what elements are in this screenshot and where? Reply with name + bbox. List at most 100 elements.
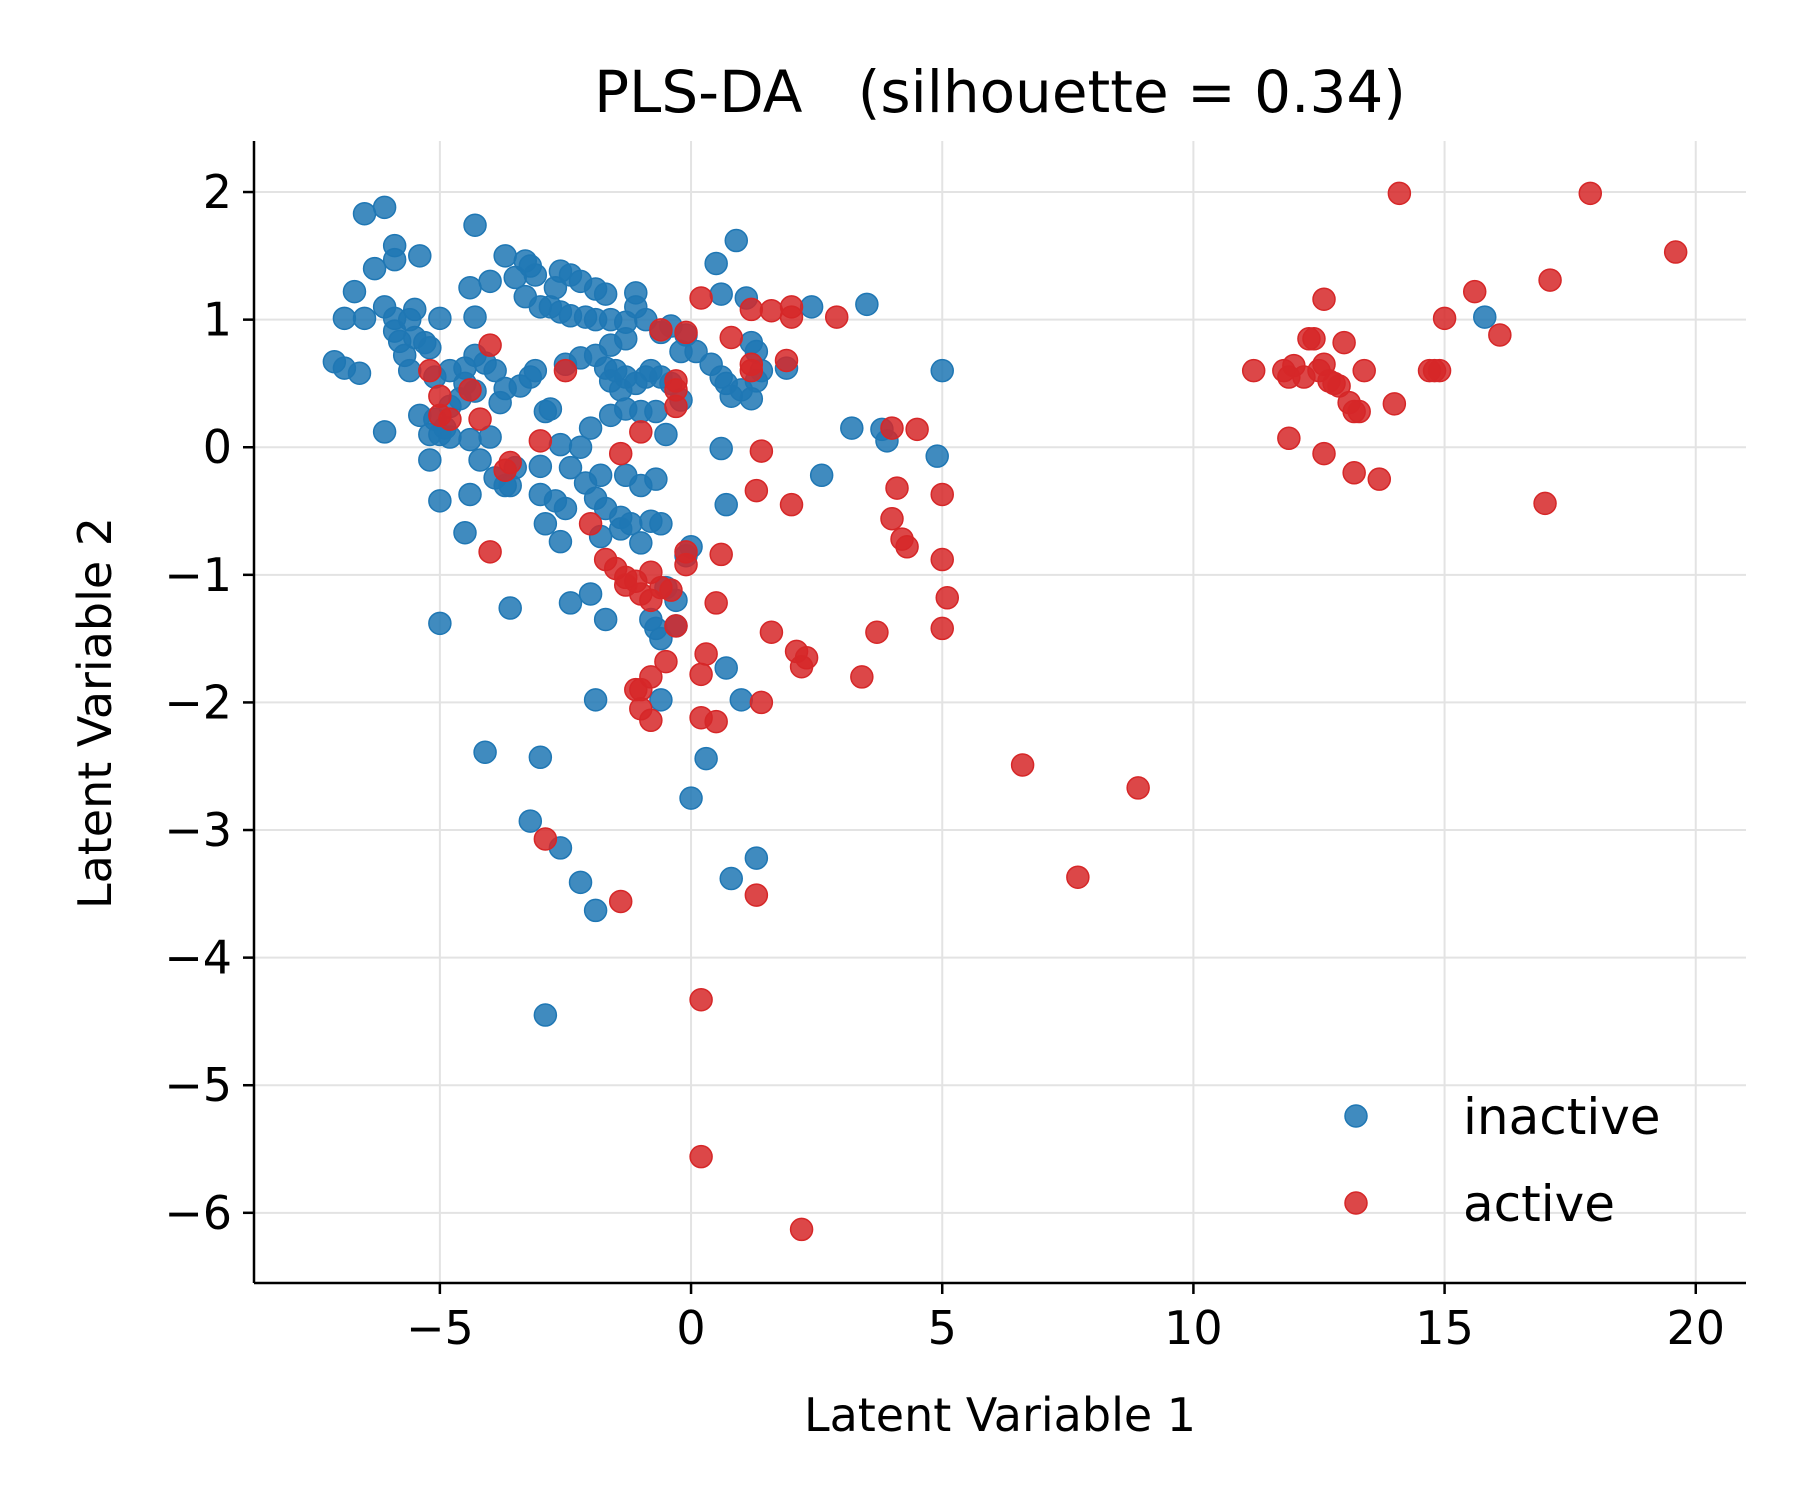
point-active	[774, 348, 799, 373]
x-tick-label: 20	[1666, 1301, 1725, 1355]
point-inactive	[724, 228, 749, 253]
point-active	[528, 429, 553, 453]
point-inactive	[478, 269, 502, 294]
point-inactive	[593, 282, 618, 306]
point-inactive	[729, 688, 754, 712]
point-inactive	[654, 422, 678, 447]
point-inactive	[533, 512, 558, 536]
point-active	[624, 677, 648, 702]
point-inactive	[799, 295, 824, 319]
legend-label-inactive: inactive	[1463, 1088, 1661, 1146]
point-active	[1010, 753, 1035, 777]
point-inactive	[453, 520, 477, 545]
point-active	[880, 506, 904, 531]
point-active	[689, 286, 713, 310]
point-active	[478, 540, 502, 564]
point-active	[1312, 441, 1336, 466]
point-active	[1578, 181, 1603, 206]
point-inactive	[1473, 305, 1497, 329]
legend-marker-inactive	[1344, 1104, 1368, 1128]
point-active	[468, 407, 492, 431]
point-inactive	[428, 611, 452, 636]
point-active	[759, 298, 784, 323]
x-tick-label: 0	[676, 1301, 705, 1355]
point-active	[930, 547, 954, 572]
point-inactive	[598, 403, 623, 428]
point-active	[935, 586, 960, 610]
point-inactive	[428, 306, 452, 331]
point-inactive	[533, 1003, 558, 1027]
point-active	[1427, 358, 1452, 383]
point-active	[689, 662, 713, 687]
point-active	[749, 439, 774, 463]
point-inactive	[855, 292, 879, 317]
point-inactive	[397, 358, 422, 383]
point-inactive	[629, 531, 653, 555]
point-active	[930, 616, 954, 641]
point-inactive	[709, 282, 733, 306]
point-active	[1488, 323, 1512, 347]
point-inactive	[558, 591, 583, 615]
point-active	[704, 591, 728, 615]
point-inactive	[473, 740, 497, 764]
point-active	[1241, 358, 1266, 383]
point-active	[629, 420, 653, 444]
point-active	[895, 535, 919, 559]
point-inactive	[578, 416, 603, 440]
point-active	[493, 458, 517, 482]
point-active	[880, 416, 904, 440]
point-inactive	[478, 425, 502, 449]
point-inactive	[548, 529, 573, 554]
point-inactive	[649, 688, 673, 712]
point-active	[789, 1217, 814, 1242]
point-inactive	[382, 247, 407, 272]
point-inactive	[342, 279, 367, 304]
point-active	[608, 889, 633, 914]
point-active	[824, 305, 849, 329]
point-active	[1432, 306, 1457, 331]
point-active	[704, 709, 728, 734]
point-inactive	[714, 492, 738, 517]
point-active	[1066, 865, 1090, 889]
point-inactive	[739, 386, 764, 411]
point-inactive	[408, 244, 432, 268]
point-active	[608, 441, 633, 466]
point-active	[664, 394, 688, 419]
x-tick-label: 15	[1415, 1301, 1474, 1355]
data-points	[322, 181, 1688, 1242]
point-inactive	[458, 427, 482, 452]
point-inactive	[649, 512, 673, 536]
point-inactive	[930, 358, 954, 383]
point-active	[578, 512, 603, 536]
point-inactive	[352, 201, 377, 226]
point-active	[865, 620, 889, 645]
point-active	[478, 333, 502, 357]
point-inactive	[463, 305, 487, 329]
point-inactive	[428, 489, 452, 513]
point-inactive	[840, 416, 864, 440]
point-active	[418, 358, 442, 383]
point-active	[659, 578, 683, 602]
legend-label-active: active	[1463, 1175, 1615, 1233]
y-tick-label: 2	[203, 165, 232, 219]
point-active	[779, 492, 804, 517]
point-inactive	[593, 607, 618, 632]
point-active	[759, 620, 784, 645]
y-axis-label: Latent Variable 2	[68, 517, 122, 909]
y-tick-label: −2	[164, 675, 232, 729]
point-active	[533, 827, 558, 851]
point-active	[779, 305, 804, 329]
x-tick-label: −5	[406, 1301, 474, 1355]
point-active	[689, 987, 713, 1012]
y-tick-label: −1	[164, 548, 232, 602]
point-active	[1382, 392, 1407, 416]
point-inactive	[558, 455, 583, 480]
point-active	[1367, 467, 1392, 491]
point-active	[654, 649, 678, 674]
point-active	[749, 690, 774, 715]
point-inactive	[528, 745, 553, 770]
point-active	[458, 378, 482, 402]
point-inactive	[553, 496, 578, 521]
